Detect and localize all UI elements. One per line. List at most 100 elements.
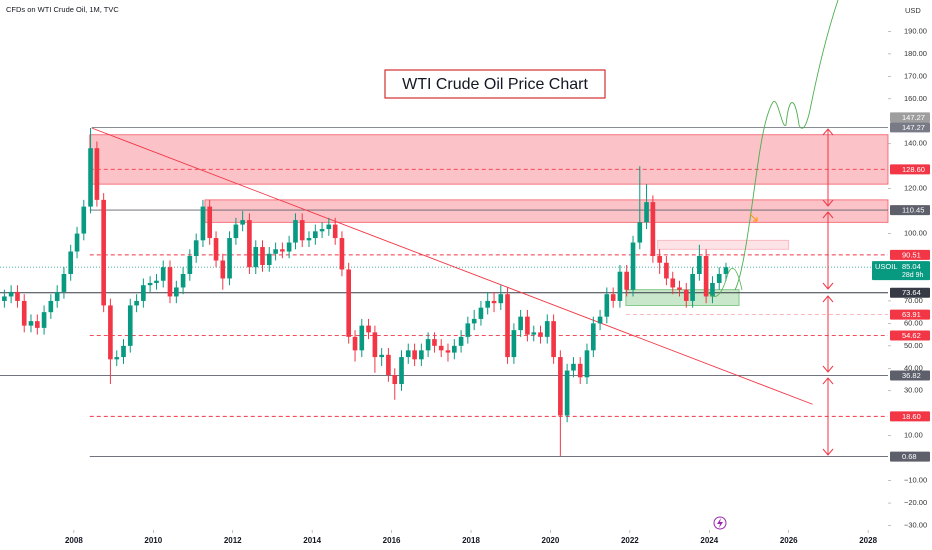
candle-body xyxy=(538,332,543,337)
x-tick-label: 2008 xyxy=(65,536,83,545)
x-tick-label: 2012 xyxy=(224,536,242,545)
candle-body xyxy=(657,256,662,263)
y-tick-label: 30.00 xyxy=(904,386,923,395)
price-label-box xyxy=(890,112,930,123)
candle-body xyxy=(240,220,245,225)
current-price-box xyxy=(872,261,930,281)
candle-body xyxy=(425,339,431,351)
candle-body xyxy=(260,247,265,265)
candle-body xyxy=(266,253,272,265)
candle-body xyxy=(306,238,312,241)
candle-body xyxy=(207,206,213,239)
candle-body xyxy=(723,267,729,274)
candle-body xyxy=(147,282,153,286)
candle-body xyxy=(253,247,259,268)
price-label: 63.91 xyxy=(902,310,921,319)
candle-body xyxy=(485,300,491,308)
x-tick-label: 2014 xyxy=(303,536,321,545)
candle-body xyxy=(525,316,530,335)
candle-body xyxy=(683,289,689,301)
price-label: 90.51 xyxy=(902,250,921,259)
trend-line xyxy=(91,127,813,405)
candle-body xyxy=(584,350,590,378)
x-tick-label: 2022 xyxy=(621,536,639,545)
candle-body xyxy=(690,273,695,301)
candle-body xyxy=(571,363,576,371)
candle-body xyxy=(134,300,139,306)
candle-body xyxy=(61,273,67,292)
candle-body xyxy=(193,240,199,257)
subtitle: CFDs on WTI Crude Oil, 1M, TVC xyxy=(6,5,119,14)
y-tick-label: 100.00 xyxy=(904,229,927,238)
candle-body xyxy=(180,273,186,288)
candle-body xyxy=(160,267,166,281)
candle-body xyxy=(670,278,676,288)
candle-body xyxy=(405,350,411,358)
candle-body xyxy=(101,199,106,306)
range-arrows xyxy=(822,128,834,456)
candle-body xyxy=(68,251,74,274)
y-tick-label: 10.00 xyxy=(904,431,923,440)
candle-body xyxy=(419,350,424,360)
candle-body xyxy=(127,305,133,346)
y-tick-label: 70.00 xyxy=(904,296,923,305)
y-tick-label: 160.00 xyxy=(904,94,927,103)
candle-body xyxy=(558,357,563,416)
candle-body xyxy=(637,222,643,243)
candle-body xyxy=(352,336,358,351)
candle-body xyxy=(677,287,682,290)
candle-body xyxy=(293,220,298,243)
candle-body xyxy=(716,273,722,283)
candle-body xyxy=(299,220,305,241)
candle-body xyxy=(650,202,656,257)
candle-body xyxy=(41,312,47,328)
trend xyxy=(91,127,813,405)
chart-title: WTI Crude Oil Price Chart xyxy=(402,76,588,93)
candle-body xyxy=(498,294,504,304)
y-tick-label: 60.00 xyxy=(904,318,923,327)
candle-body xyxy=(227,238,232,279)
price-label-box xyxy=(890,451,930,462)
candle-body xyxy=(564,370,570,416)
candle-body xyxy=(518,316,523,331)
candle-body xyxy=(273,249,278,254)
price-label-box xyxy=(890,370,930,381)
price-label: 73.64 xyxy=(902,288,921,297)
candle-body xyxy=(48,300,54,313)
candle-body xyxy=(359,325,365,351)
price-label: 0.68 xyxy=(902,452,917,461)
candle-body xyxy=(577,363,583,378)
event-bolt xyxy=(717,518,723,528)
candle-body xyxy=(313,231,318,239)
y-tick-label: 140.00 xyxy=(904,139,927,148)
candle-body xyxy=(505,294,510,358)
y-tick-label: 170.00 xyxy=(904,71,927,80)
candle-body xyxy=(21,300,27,326)
candle-body xyxy=(478,307,484,319)
candle-body xyxy=(511,330,517,358)
candle-body xyxy=(339,238,345,270)
arrow-head xyxy=(822,377,834,456)
candle-body xyxy=(412,350,417,360)
candle-body xyxy=(392,375,398,385)
candle-body xyxy=(597,316,603,324)
candle-body xyxy=(174,287,179,297)
candle-body xyxy=(220,260,226,279)
candle-body xyxy=(710,282,715,297)
candle-body xyxy=(332,224,338,239)
x-tick-label: 2026 xyxy=(780,536,798,545)
price-label-box xyxy=(890,249,930,260)
candle-body xyxy=(213,238,219,261)
current-symbol: USOIL xyxy=(875,262,898,271)
projection-small xyxy=(707,268,743,297)
price-label-box xyxy=(890,122,930,133)
price-label: 147.27 xyxy=(902,113,925,122)
y-axis: 190.00 180.00 170.00 160.00 140.00 120.00 100.… xyxy=(888,26,927,529)
candle-body xyxy=(233,224,239,239)
candle-body xyxy=(247,220,252,268)
candle-body xyxy=(379,354,384,358)
candle-body xyxy=(664,262,669,279)
